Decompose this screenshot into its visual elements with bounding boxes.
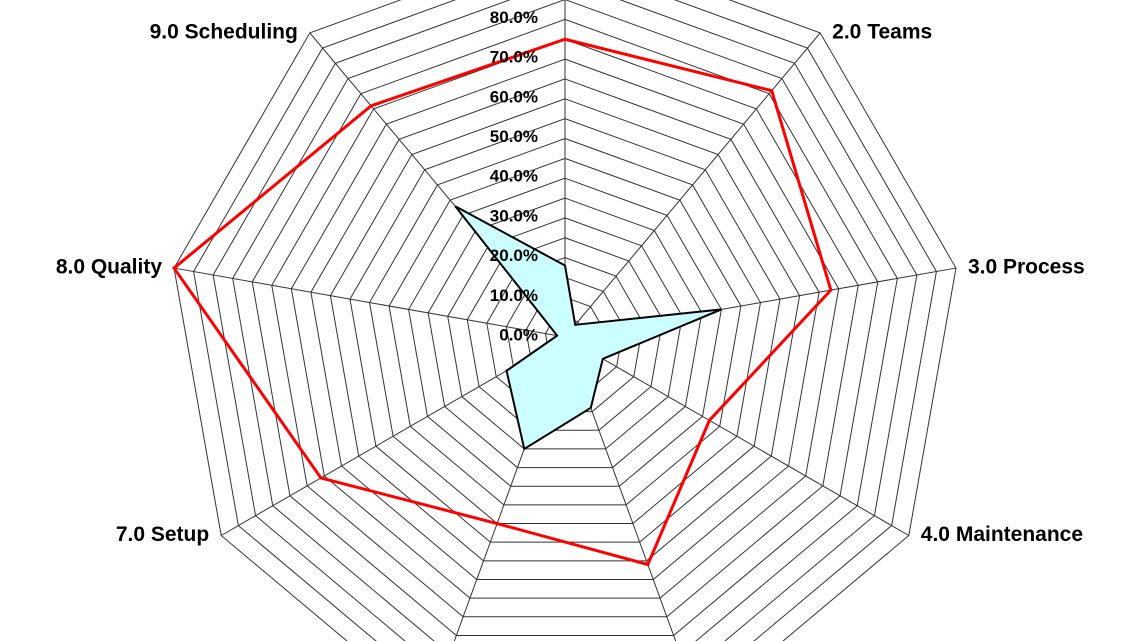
spoke — [173, 267, 566, 338]
category-label: 2.0 Teams — [832, 20, 932, 43]
tick-label: 50.0% — [490, 127, 538, 146]
tick-label: 40.0% — [490, 167, 538, 186]
grid-ring — [466, 237, 664, 431]
series-area — [454, 205, 722, 451]
series-area — [172, 37, 833, 567]
grid-ring — [427, 197, 703, 469]
grid-ring — [310, 78, 820, 580]
grid-ring — [232, 0, 898, 641]
tick-label: 0.0% — [499, 325, 538, 344]
grid-ring — [251, 18, 879, 636]
tick-label: 10.0% — [490, 286, 538, 305]
spoke — [564, 32, 821, 338]
category-label: 8.0 Quality — [56, 256, 163, 279]
grid-ring — [388, 157, 742, 506]
grid-ring — [408, 177, 722, 487]
tick-label: 20.0% — [490, 246, 538, 265]
grid-ring — [447, 217, 683, 450]
category-label: 9.0 Scheduling — [150, 20, 298, 43]
tick-label: 80.0% — [490, 8, 538, 27]
grid-ring — [290, 58, 840, 599]
grid-ring — [368, 137, 762, 525]
category-label: 4.0 Maintenance — [921, 523, 1083, 546]
grid-ring — [329, 98, 801, 562]
grid-ring — [212, 0, 918, 641]
grid-ring — [193, 0, 937, 641]
tick-label: 70.0% — [490, 48, 538, 67]
tick-label: 60.0% — [490, 87, 538, 106]
spoke — [564, 336, 910, 536]
grid-ring — [173, 0, 957, 641]
grid-ring — [271, 38, 859, 618]
category-label: 7.0 Setup — [116, 523, 209, 546]
tick-label: 30.0% — [490, 206, 538, 225]
category-label: 3.0 Process — [968, 256, 1085, 279]
